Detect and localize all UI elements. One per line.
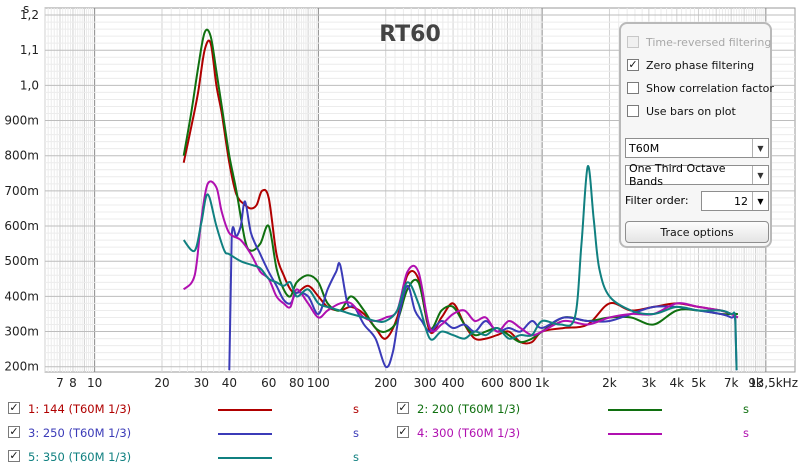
legend-line bbox=[218, 457, 272, 459]
x-tick-label: 100 bbox=[307, 376, 330, 390]
filter-order-row: Filter order: 12 ▼ bbox=[625, 191, 769, 211]
x-tick-label: 400 bbox=[442, 376, 465, 390]
y-tick-label: 500m bbox=[4, 254, 39, 268]
option-label: Zero phase filtering bbox=[646, 58, 755, 72]
x-tick-label: 60 bbox=[261, 376, 276, 390]
trace-line-5 bbox=[182, 165, 738, 371]
bands-value: One Third Octave Bands bbox=[629, 162, 726, 188]
y-tick-label: 400m bbox=[4, 289, 39, 303]
legend-item-4[interactable]: ✓ 4: 300 (T60M 1/3) s bbox=[397, 424, 777, 442]
y-tick-label: 800m bbox=[4, 149, 39, 163]
check-icon[interactable]: ✓ bbox=[397, 401, 409, 414]
zero-phase-filtering-checkbox[interactable]: ✓ Zero phase filtering bbox=[627, 56, 754, 74]
legend-label: 1: 144 (T60M 1/3) bbox=[28, 402, 132, 416]
legend-item-3[interactable]: ✓ 3: 250 (T60M 1/3) s bbox=[8, 424, 388, 442]
x-tick-label: 2k bbox=[602, 376, 617, 390]
y-tick-label: 600m bbox=[4, 219, 39, 233]
time-reversed-filtering-checkbox[interactable]: Time-reversed filtering bbox=[627, 33, 771, 51]
x-tick-label: 7 bbox=[56, 376, 64, 390]
show-correlation-factor-checkbox[interactable]: Show correlation factor bbox=[627, 79, 774, 97]
filter-order-value: 12 bbox=[734, 194, 748, 208]
x-tick-label: 80 bbox=[289, 376, 304, 390]
y-tick-label: 900m bbox=[4, 114, 39, 128]
y-tick-label: 1,0 bbox=[20, 78, 39, 92]
y-axis-labels: 1,2 1,1 1,0 900m 800m 700m 600m 500m 400m 300m 200… bbox=[4, 8, 39, 374]
x-tick-label: 20 bbox=[154, 376, 169, 390]
x-tick-label: 600 bbox=[481, 376, 504, 390]
bands-select[interactable]: One Third Octave Bands ▼ bbox=[625, 162, 769, 188]
option-label: Use bars on plot bbox=[646, 104, 736, 118]
rt60-chart[interactable]: 1,2 1,1 1,0 900m 800m 700m 600m 500m 400m 300m 200… bbox=[0, 0, 800, 390]
x-tick-label: 8 bbox=[69, 376, 77, 390]
trace-lines bbox=[182, 28, 739, 371]
check-icon: ✓ bbox=[627, 58, 639, 71]
y-tick-label: 300m bbox=[4, 325, 39, 339]
y-tick-label: 200m bbox=[4, 360, 39, 374]
legend-line bbox=[218, 433, 272, 435]
y-tick-label: 700m bbox=[4, 184, 39, 198]
legend-label: 4: 300 (T60M 1/3) bbox=[417, 426, 521, 440]
legend-label: 5: 350 (T60M 1/3) bbox=[28, 450, 132, 464]
chart-title: RT60 bbox=[379, 22, 441, 47]
check-icon[interactable]: ✓ bbox=[397, 425, 409, 438]
check-icon[interactable]: ✓ bbox=[8, 449, 20, 462]
x-axis-labels: 7 8 10 20 30 40 60 80 100 200 300 400 600 800 1k 2k 3k 4k… bbox=[56, 376, 798, 390]
legend-line bbox=[608, 409, 662, 411]
legend-label: 2: 200 (T60M 1/3) bbox=[417, 402, 521, 416]
legend-unit: s bbox=[353, 450, 359, 464]
y-axis-unit: s bbox=[23, 2, 29, 16]
y-tick-label: 1,1 bbox=[20, 43, 39, 57]
chevron-down-icon[interactable]: ▼ bbox=[752, 166, 768, 184]
legend-unit: s bbox=[353, 426, 359, 440]
legend-item-5[interactable]: ✓ 5: 350 (T60M 1/3) s bbox=[8, 448, 388, 466]
filter-order-label: Filter order: bbox=[625, 194, 689, 207]
filter-order-select[interactable]: 12 ▼ bbox=[701, 191, 769, 211]
x-tick-label: 13,5kHz bbox=[749, 376, 798, 390]
x-tick-label: 10 bbox=[87, 376, 102, 390]
checkbox-box bbox=[627, 82, 639, 94]
metric-select[interactable]: T60M ▼ bbox=[625, 138, 769, 158]
legend-unit: s bbox=[743, 426, 749, 440]
x-tick-label: 9k bbox=[748, 376, 763, 390]
trace-options-button[interactable]: Trace options bbox=[625, 221, 769, 243]
legend-line bbox=[218, 409, 272, 411]
filter-options-panel: Time-reversed filtering ✓ Zero phase fil… bbox=[619, 22, 774, 248]
legend-unit: s bbox=[743, 402, 749, 416]
checkbox-box bbox=[627, 105, 639, 117]
x-tick-label: 1k bbox=[535, 376, 550, 390]
checkbox-box bbox=[627, 36, 639, 48]
x-tick-label: 300 bbox=[414, 376, 437, 390]
option-label: Time-reversed filtering bbox=[646, 35, 772, 49]
chevron-down-icon[interactable]: ▼ bbox=[752, 139, 768, 157]
option-label: Show correlation factor bbox=[646, 81, 774, 95]
check-icon[interactable]: ✓ bbox=[8, 401, 20, 414]
legend-item-1[interactable]: ✓ 1: 144 (T60M 1/3) s bbox=[8, 400, 388, 418]
use-bars-on-plot-checkbox[interactable]: Use bars on plot bbox=[627, 102, 736, 120]
legend-line bbox=[608, 433, 662, 435]
x-tick-label: 800 bbox=[509, 376, 532, 390]
legend-item-2[interactable]: ✓ 2: 200 (T60M 1/3) s bbox=[397, 400, 777, 418]
y-tick-label: 1,2 bbox=[20, 8, 39, 22]
x-tick-label: 4k bbox=[670, 376, 685, 390]
legend-label: 3: 250 (T60M 1/3) bbox=[28, 426, 132, 440]
chevron-down-icon[interactable]: ▼ bbox=[752, 192, 768, 210]
check-icon[interactable]: ✓ bbox=[8, 425, 20, 438]
x-tick-label: 30 bbox=[194, 376, 209, 390]
x-tick-label: 7k bbox=[724, 376, 739, 390]
x-tick-label: 200 bbox=[374, 376, 397, 390]
x-tick-label: 40 bbox=[222, 376, 237, 390]
x-tick-label: 3k bbox=[642, 376, 657, 390]
x-tick-label: 5k bbox=[691, 376, 706, 390]
metric-value: T60M bbox=[629, 141, 660, 155]
legend-unit: s bbox=[353, 402, 359, 416]
